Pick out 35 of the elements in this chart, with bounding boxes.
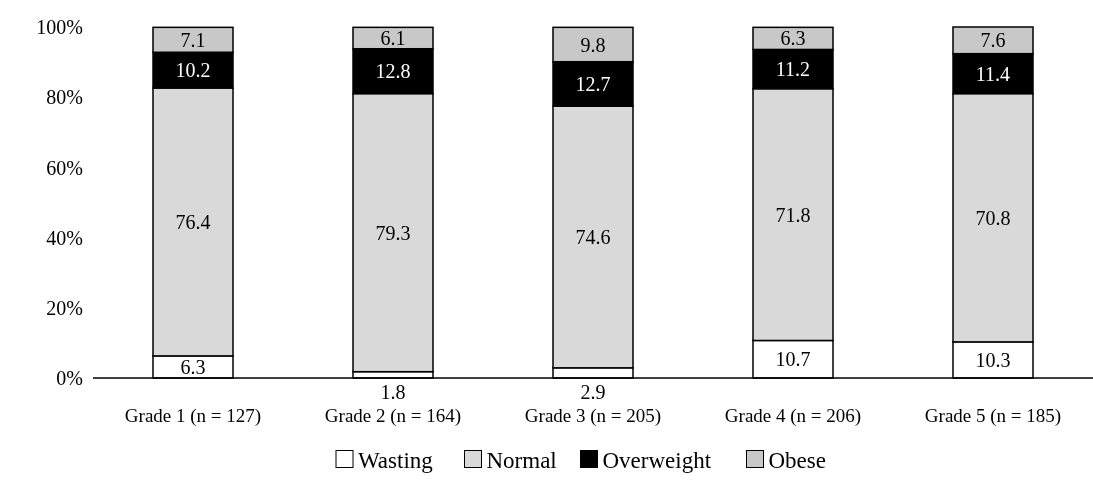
data-label: 7.6 bbox=[980, 29, 1006, 52]
data-label: 74.6 bbox=[575, 226, 611, 249]
legend-label: Normal bbox=[486, 447, 557, 473]
x-tick-label: Grade 5 (n = 185) bbox=[924, 405, 1062, 427]
data-label: 10.7 bbox=[775, 348, 811, 371]
x-tick-label: Grade 3 (n = 205) bbox=[524, 405, 662, 427]
data-label: 7.1 bbox=[180, 28, 206, 51]
legend-label: Obese bbox=[768, 447, 826, 473]
data-label: 12.8 bbox=[375, 60, 411, 83]
y-tick-label: 40% bbox=[46, 226, 83, 249]
data-label: 79.3 bbox=[375, 221, 411, 244]
data-label: 6.3 bbox=[180, 355, 206, 378]
x-tick-label: Grade 1 (n = 127) bbox=[124, 405, 262, 427]
x-tick-label: Grade 2 (n = 164) bbox=[324, 405, 462, 427]
y-tick-label: 20% bbox=[46, 296, 83, 319]
data-label: 71.8 bbox=[775, 203, 811, 226]
data-label: 6.1 bbox=[380, 27, 406, 50]
y-tick-label: 80% bbox=[46, 86, 83, 109]
data-label: 10.2 bbox=[175, 59, 211, 82]
y-tick-label: 60% bbox=[46, 156, 83, 179]
x-tick-label: Grade 4 (n = 206) bbox=[724, 405, 862, 427]
legend-label: Overweight bbox=[602, 447, 712, 473]
data-label: 6.3 bbox=[780, 27, 806, 50]
legend-label: Wasting bbox=[358, 447, 434, 473]
data-label: 70.8 bbox=[975, 206, 1011, 229]
data-label: 1.8 bbox=[380, 381, 406, 403]
y-tick-label: 0% bbox=[56, 367, 83, 389]
data-label: 9.8 bbox=[580, 33, 606, 56]
data-label: 12.7 bbox=[575, 72, 611, 95]
data-label: 2.9 bbox=[580, 381, 606, 403]
data-label: 11.4 bbox=[975, 62, 1011, 85]
y-tick-label: 100% bbox=[36, 16, 83, 39]
data-label: 11.2 bbox=[775, 58, 811, 81]
data-label: 76.4 bbox=[175, 210, 211, 233]
data-label: 10.3 bbox=[975, 348, 1011, 371]
